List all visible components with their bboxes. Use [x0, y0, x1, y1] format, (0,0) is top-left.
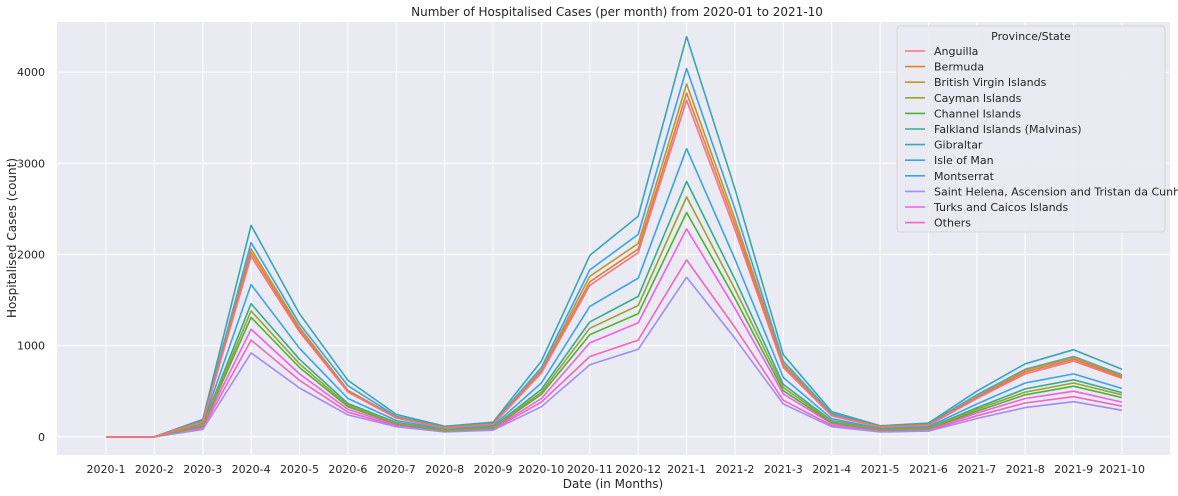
x-tick-label: 2020-8 [425, 463, 464, 476]
series-line [106, 228, 1123, 438]
legend-item: Montserrat [905, 170, 995, 183]
x-tick-label: 2021-6 [909, 463, 948, 476]
y-tick-label: 4000 [17, 66, 45, 79]
x-tick-label: 2021-8 [1006, 463, 1045, 476]
x-axis-label: Date (in Months) [563, 477, 663, 491]
legend-label: Falkland Islands (Malvinas) [934, 123, 1082, 136]
series-line [106, 211, 1123, 438]
y-tick-label: 0 [38, 431, 45, 444]
x-tick-label: 2020-10 [518, 463, 564, 476]
x-tick-label: 2020-6 [328, 463, 367, 476]
legend-label: Channel Islands [934, 107, 1021, 120]
x-tick-label: 2020-11 [567, 463, 613, 476]
series-line [106, 67, 1123, 438]
legend-label: British Virgin Islands [934, 76, 1047, 89]
series-line [106, 180, 1123, 438]
x-tick-label: 2021-2 [715, 463, 754, 476]
series-line [106, 147, 1123, 438]
legend-item: Falkland Islands (Malvinas) [905, 123, 1082, 136]
series-lines [106, 35, 1123, 438]
legend-item: Saint Helena, Ascension and Tristan da C… [905, 185, 1178, 198]
legend-label: Bermuda [934, 61, 984, 74]
x-tick-label: 2021-4 [812, 463, 851, 476]
x-tick-label: 2021-9 [1054, 463, 1093, 476]
series-line [106, 196, 1123, 438]
legend-label: Isle of Man [934, 154, 994, 167]
legend: Province/State Anguilla Bermuda British Vi… [896, 25, 1178, 233]
y-axis-label: Hospitalised Cases (count) [5, 158, 19, 318]
y-tick-label: 3000 [17, 157, 45, 170]
series-line [106, 276, 1123, 438]
x-tick-label: 2021-1 [667, 463, 706, 476]
y-tick-label: 1000 [17, 340, 45, 353]
legend-label: Others [934, 217, 971, 230]
x-tick-label: 2020-9 [474, 463, 513, 476]
x-axis-ticks: 2020-1 2020-2 2020-3 2020-4 2020-5 2020-6 2020… [87, 463, 1145, 476]
chart-title: Number of Hospitalised Cases (per month)… [411, 5, 823, 19]
x-tick-label: 2021-3 [764, 463, 803, 476]
x-tick-label: 2021-7 [957, 463, 996, 476]
legend-label: Turks and Caicos Islands [933, 201, 1069, 214]
legend-label: Anguilla [934, 45, 978, 58]
legend-item: Turks and Caicos Islands [905, 201, 1069, 214]
legend-item: Cayman Islands [905, 92, 1022, 105]
legend-label: Gibraltar [934, 139, 983, 152]
x-tick-label: 2020-7 [377, 463, 416, 476]
x-tick-label: 2020-5 [280, 463, 319, 476]
legend-label: Cayman Islands [934, 92, 1022, 105]
x-tick-label: 2020-1 [87, 463, 126, 476]
legend-item: Anguilla [905, 45, 978, 58]
legend-item: Others [905, 217, 971, 230]
x-tick-label: 2021-5 [861, 463, 900, 476]
series-line [106, 259, 1123, 438]
series-line [106, 35, 1123, 438]
x-tick-label: 2020-12 [615, 463, 661, 476]
x-tick-label: 2020-2 [135, 463, 174, 476]
legend-item: Bermuda [905, 61, 984, 74]
legend-item: Gibraltar [905, 139, 983, 152]
y-tick-label: 2000 [17, 248, 45, 261]
x-tick-label: 2020-4 [232, 463, 271, 476]
legend-item: British Virgin Islands [905, 76, 1047, 89]
x-tick-label: 2020-3 [183, 463, 222, 476]
y-axis-ticks: 0 1000 2000 3000 4000 [17, 66, 45, 444]
legend-items: Anguilla Bermuda British Virgin Islands Cay… [905, 45, 1178, 230]
legend-title: Province/State [991, 30, 1071, 43]
legend-box [896, 25, 1166, 233]
legend-label: Saint Helena, Ascension and Tristan da C… [934, 185, 1178, 198]
x-tick-label: 2021-10 [1099, 463, 1145, 476]
series-line [106, 99, 1123, 438]
legend-item: Channel Islands [905, 107, 1021, 120]
legend-item: Isle of Man [905, 154, 994, 167]
legend-label: Montserrat [934, 170, 995, 183]
